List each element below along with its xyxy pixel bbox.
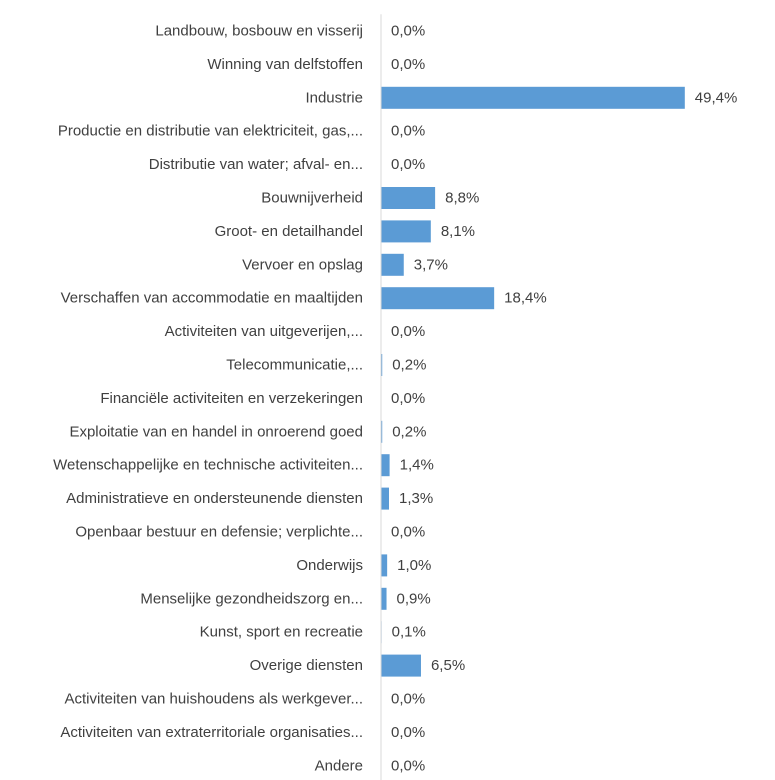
category-label: Menselijke gezondheidszorg en... xyxy=(140,590,363,607)
category-label: Verschaffen van accommodatie en maaltijd… xyxy=(61,290,363,307)
category-label: Wetenschappelijke en technische activite… xyxy=(53,457,363,474)
category-label: Distributie van water; afval- en... xyxy=(149,156,363,173)
value-label: 0,1% xyxy=(392,624,426,641)
category-label: Groot- en detailhandel xyxy=(215,223,363,240)
value-label: 0,0% xyxy=(391,724,425,741)
value-label: 0,0% xyxy=(391,123,425,140)
value-label: 0,2% xyxy=(392,423,426,440)
value-label: 0,2% xyxy=(392,357,426,374)
value-label: 0,0% xyxy=(391,23,425,40)
bar xyxy=(381,420,383,443)
bar xyxy=(381,253,404,276)
category-label: Activiteiten van uitgeverijen,... xyxy=(165,323,363,340)
bar xyxy=(381,554,388,577)
category-label: Administratieve en ondersteunende dienst… xyxy=(66,490,363,507)
value-label: 0,9% xyxy=(397,590,431,607)
value-label: 6,5% xyxy=(431,657,465,674)
value-label: 1,3% xyxy=(399,490,433,507)
bar xyxy=(381,587,387,610)
value-label: 0,0% xyxy=(391,691,425,708)
category-label: Andere xyxy=(315,757,363,774)
value-labels: 0,0% 0,0% 49,4% 0,0% 0,0% 8,8% 8,1% 3,7% 18,4% 0,… xyxy=(391,23,737,775)
category-label: Overige diensten xyxy=(250,657,363,674)
category-label: Exploitatie van en handel in onroerend g… xyxy=(69,423,363,440)
bar xyxy=(381,654,421,677)
value-label: 0,0% xyxy=(391,390,425,407)
category-label: Winning van delfstoffen xyxy=(207,56,363,73)
value-label: 0,0% xyxy=(391,757,425,774)
category-label: Kunst, sport en recreatie xyxy=(200,624,363,641)
bar xyxy=(381,220,431,243)
bar xyxy=(381,86,685,109)
bar xyxy=(381,187,436,209)
bars-layer xyxy=(381,86,685,677)
category-label: Activiteiten van extraterritoriale organ… xyxy=(60,724,363,741)
value-label: 0,0% xyxy=(391,56,425,73)
bar xyxy=(381,287,495,310)
value-label: 1,4% xyxy=(400,457,434,474)
category-label: Activiteiten van huishoudens als werkgev… xyxy=(65,691,364,708)
value-label: 0,0% xyxy=(391,156,425,173)
value-label: 0,0% xyxy=(391,323,425,340)
bar xyxy=(381,454,390,477)
value-label: 8,8% xyxy=(445,190,479,207)
category-label: Openbaar bestuur en defensie; verplichte… xyxy=(75,524,363,541)
value-label: 8,1% xyxy=(441,223,475,240)
value-label: 0,0% xyxy=(391,524,425,541)
category-labels: Landbouw, bosbouw en visserij Winning van… xyxy=(53,23,363,775)
category-label: Industrie xyxy=(305,89,363,106)
category-label: Landbouw, bosbouw en visserij xyxy=(155,23,363,40)
value-label: 1,0% xyxy=(397,557,431,574)
category-label: Onderwijs xyxy=(296,557,363,574)
category-label: Telecommunicatie,... xyxy=(226,357,363,374)
bar xyxy=(381,487,389,510)
bar xyxy=(381,354,383,376)
category-label: Financiële activiteiten en verzekeringen xyxy=(100,390,363,407)
value-label: 49,4% xyxy=(695,89,738,106)
value-label: 3,7% xyxy=(414,256,448,273)
category-label: Bouwnijverheid xyxy=(261,190,363,207)
category-label: Productie en distributie van elektricite… xyxy=(58,123,363,140)
category-label: Vervoer en opslag xyxy=(242,256,363,273)
value-label: 18,4% xyxy=(504,290,547,307)
